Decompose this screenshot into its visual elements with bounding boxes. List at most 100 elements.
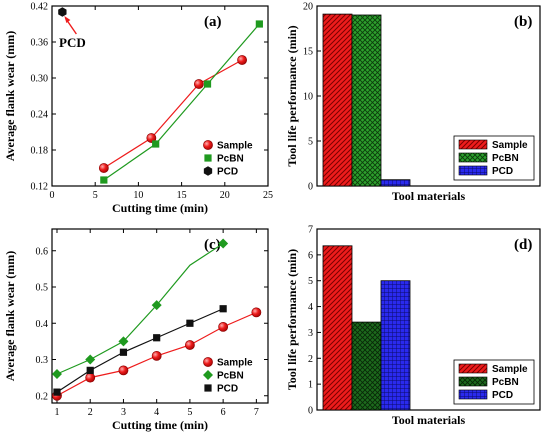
x-tick-label: 0 [50,190,55,201]
data-point-pcbn [151,300,162,311]
data-point-pcbn [255,20,263,28]
y-tick-label: 0 [308,182,313,193]
panel-label: (d) [514,237,532,253]
bar-pcd [380,179,411,187]
y-tick-label: 0.24 [31,110,49,121]
y-tick-label: 2 [308,354,313,365]
data-point-pcd [186,319,194,327]
panel-a: 0 5 10 15 20 25 0.12 0.18 0.24 0.30 0.36 0.42 Cuttin… [3,2,273,216]
annotation-arrowhead [64,16,71,23]
data-point-sample [193,79,204,89]
legend-label-pcd: PCD [492,166,513,177]
panel-a-plot-frame [51,5,269,187]
legend-label-pcd: PCD [217,167,238,178]
y-tick-label: 0.30 [31,74,49,85]
legend-swatch-pcd [458,389,488,400]
y-tick-label: 0.18 [31,146,49,157]
x-tick-label: 4 [154,407,159,418]
y-axis-label: Average flank wear (mm) [3,251,17,382]
x-axis-label: Tool materials [392,189,466,203]
data-point-pcbn [118,336,129,347]
legend-marker-sample [203,357,213,367]
data-point-sample [118,365,129,376]
y-tick-label: 0.6 [36,246,49,257]
y-axis-label: Tool life performance (min) [285,249,299,390]
annotation-label: PCD [59,35,86,50]
x-tick-label: 25 [263,190,273,201]
legend-label-sample: Sample [492,140,528,151]
x-tick-label: 15 [177,190,187,201]
data-point-pcbn [51,369,62,379]
legend-label-pcd: PCD [492,390,513,401]
data-point-sample [98,163,109,173]
y-tick-label: 6 [308,250,313,261]
y-tick-label: 15 [303,47,313,58]
x-tick-label: 2 [88,407,93,418]
legend-swatch-sample [458,363,488,374]
bar-pcbn [351,14,382,187]
y-tick-label: 5 [308,276,313,287]
y-tick-label: 0.5 [36,283,49,294]
legend-marker-pcbn [203,370,213,380]
bar-sample [322,13,353,187]
x-axis-label: Tool materials [392,413,466,427]
x-tick-label: 20 [220,190,230,201]
series-line-pcbn [56,242,224,375]
data-point-pcbn [152,140,160,148]
data-point-pcd [53,388,61,396]
y-tick-label: 4 [308,302,313,313]
data-point-pcbn [100,176,108,184]
y-tick-label: 0.3 [36,355,49,366]
y-tick-label: 3 [308,328,313,339]
legend-label-pcbn: PcBN [492,377,519,388]
y-tick-label: 5 [308,137,313,148]
x-tick-label: 6 [221,407,226,418]
series-line-pcd [56,308,224,393]
data-point-pcbn [203,80,212,88]
y-tick-label: 0.4 [36,319,49,330]
legend-swatch-pcbn [458,376,488,387]
legend-swatch-sample [458,139,488,150]
y-axis-label: Average flank wear (mm) [3,31,17,162]
data-point-pcd [119,348,128,356]
x-axis-label: Cutting time (min) [112,418,208,432]
legend-label-sample: Sample [217,358,253,369]
data-point-sample [85,372,96,383]
y-tick-label: 7 [308,225,313,236]
legend-label-sample: Sample [217,141,253,152]
data-point-sample [185,340,195,350]
data-point-sample [251,307,262,318]
x-tick-label: 3 [121,407,126,418]
panel-c: 1 2 3 4 5 6 7 0.2 0.3 0.4 0.5 0.6 Cutting time (min)… [3,228,269,432]
panel-b: 0 5 10 15 20 Tool materials Tool life performa… [285,2,541,203]
legend-swatch-pcbn [458,152,488,163]
x-tick-label: 5 [93,190,98,201]
legend-label-pcd: PCD [217,384,238,395]
y-tick-label: 0 [308,406,313,417]
panel-label: (a) [204,14,222,30]
data-point-sample [151,350,162,361]
legend-marker-pcbn [204,154,212,162]
y-tick-label: 20 [303,2,313,13]
legend-label-pcbn: PcBN [217,371,244,382]
x-tick-label: 10 [133,190,143,201]
legend-label-pcbn: PcBN [492,153,519,164]
y-tick-label: 0.42 [31,2,49,13]
series-line-sample [103,59,243,169]
data-point-pcd [86,366,94,374]
y-tick-label: 1 [308,380,313,391]
x-tick-label: 5 [187,407,192,418]
panel-d-plot-frame [316,228,541,411]
data-point-pcd [219,305,227,313]
legend-label-sample: Sample [492,364,528,375]
y-tick-label: 0.2 [36,391,49,402]
data-point-pcd [58,7,67,17]
x-axis-label: Cutting time (min) [112,201,208,215]
legend-label-pcbn: PcBN [217,154,244,165]
data-point-sample [218,321,229,332]
y-tick-label: 10 [303,92,313,103]
data-point-sample [146,133,157,143]
legend-marker-sample [203,140,213,150]
panel-label: (c) [204,237,221,253]
